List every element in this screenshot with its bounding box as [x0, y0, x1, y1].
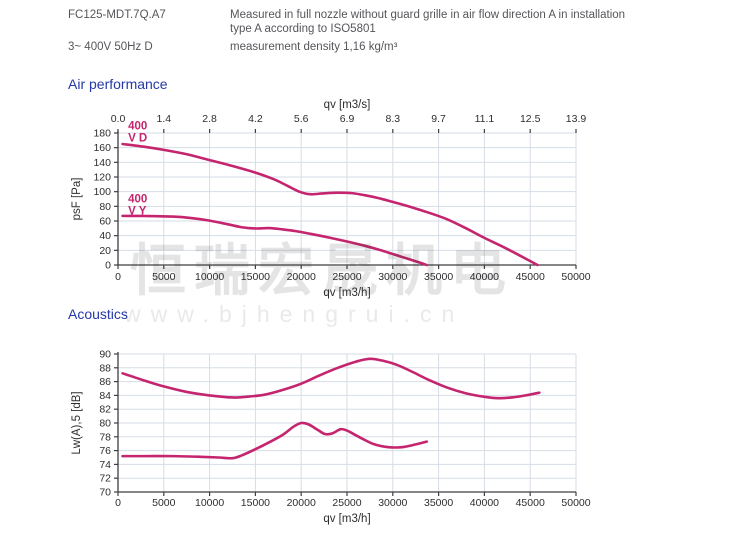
svg-text:70: 70: [99, 487, 111, 499]
svg-text:5.6: 5.6: [294, 113, 309, 125]
svg-text:2.8: 2.8: [202, 113, 217, 125]
svg-text:74: 74: [99, 459, 111, 471]
svg-text:0.0: 0.0: [111, 113, 126, 125]
acoustics-chart: 0 5000 10000 15000 20000 25000 30000 35000 40000…: [71, 349, 591, 526]
svg-text:45000: 45000: [516, 497, 545, 509]
svg-text:45000: 45000: [516, 271, 545, 283]
svg-text:76: 76: [99, 445, 111, 457]
svg-text:90: 90: [99, 349, 111, 361]
model-number: FC125-MDT.7Q.A7: [68, 9, 166, 21]
svg-text:6.9: 6.9: [340, 113, 355, 125]
measurement-note-line1: Measured in full nozzle without guard gr…: [230, 9, 626, 21]
curve-400-v-d: [121, 142, 539, 267]
svg-text:50000: 50000: [561, 271, 590, 283]
density-note: measurement density 1,16 kg/m³: [230, 41, 398, 53]
svg-text:1.4: 1.4: [156, 113, 171, 125]
svg-text:10000: 10000: [195, 497, 224, 509]
svg-text:20: 20: [99, 245, 111, 257]
svg-text:10000: 10000: [195, 271, 224, 283]
svg-text:13.9: 13.9: [566, 113, 587, 125]
svg-text:8.3: 8.3: [385, 113, 400, 125]
svg-text:qv [m3/h]: qv [m3/h]: [323, 513, 370, 525]
svg-text:160: 160: [93, 142, 111, 154]
svg-text:88: 88: [99, 362, 111, 374]
svg-text:30000: 30000: [378, 497, 407, 509]
curve-400-v-y: [121, 214, 428, 267]
svg-text:86: 86: [99, 376, 111, 388]
svg-text:0: 0: [115, 271, 121, 283]
svg-text:5000: 5000: [152, 271, 176, 283]
svg-text:40000: 40000: [470, 497, 499, 509]
svg-text:5000: 5000: [152, 497, 176, 509]
measurement-note-line2: type A according to ISO5801: [230, 23, 376, 35]
svg-text:140: 140: [93, 157, 111, 169]
curve-400-v-d: [121, 357, 541, 400]
svg-text:72: 72: [99, 473, 111, 485]
svg-text:84: 84: [99, 390, 111, 402]
svg-text:35000: 35000: [424, 497, 453, 509]
svg-text:0: 0: [105, 260, 111, 272]
curve-label-400-v-d: 400: [128, 120, 147, 132]
curve-400-v-y: [121, 421, 428, 460]
svg-text:25000: 25000: [332, 271, 361, 283]
voltage-spec: 3~ 400V 50Hz D: [68, 41, 153, 53]
section-title-air-performance: Air performance: [68, 76, 168, 92]
svg-text:15000: 15000: [241, 497, 270, 509]
svg-text:20000: 20000: [287, 271, 316, 283]
svg-text:psF [Pa]: psF [Pa]: [71, 178, 83, 221]
svg-text:9.7: 9.7: [431, 113, 446, 125]
svg-text:qv [m3/s]: qv [m3/s]: [324, 99, 371, 111]
svg-text:60: 60: [99, 216, 111, 228]
svg-text:11.1: 11.1: [475, 113, 495, 125]
curve-label-400-v-y: V Y: [128, 206, 147, 218]
section-title-acoustics: Acoustics: [68, 306, 128, 322]
svg-text:180: 180: [93, 128, 111, 140]
svg-text:20000: 20000: [287, 497, 316, 509]
svg-text:30000: 30000: [378, 271, 407, 283]
svg-text:qv [m3/h]: qv [m3/h]: [323, 287, 370, 299]
svg-text:78: 78: [99, 431, 111, 443]
svg-text:82: 82: [99, 404, 111, 416]
svg-text:15000: 15000: [241, 271, 270, 283]
svg-text:120: 120: [93, 172, 111, 184]
svg-text:0: 0: [115, 497, 121, 509]
watermark-url-text: www.bjhengrui.cn: [124, 301, 465, 327]
svg-text:40000: 40000: [470, 271, 499, 283]
svg-text:40: 40: [99, 230, 111, 242]
svg-text:100: 100: [93, 186, 111, 198]
svg-text:4.2: 4.2: [248, 113, 263, 125]
air-performance-chart: 0 5000 10000 15000 20000 25000 30000 35000 40000…: [71, 99, 591, 299]
svg-text:12.5: 12.5: [520, 113, 541, 125]
svg-text:Lw(A),5 [dB]: Lw(A),5 [dB]: [71, 391, 83, 454]
measurement-note: Measured in full nozzle without guard gr…: [230, 8, 690, 36]
curve-label-400-v-d: V D: [128, 132, 147, 144]
svg-text:25000: 25000: [332, 497, 361, 509]
svg-text:50000: 50000: [561, 497, 590, 509]
svg-text:35000: 35000: [424, 271, 453, 283]
svg-text:80: 80: [99, 201, 111, 213]
svg-text:80: 80: [99, 418, 111, 430]
curve-label-400-v-y: 400: [128, 194, 147, 206]
